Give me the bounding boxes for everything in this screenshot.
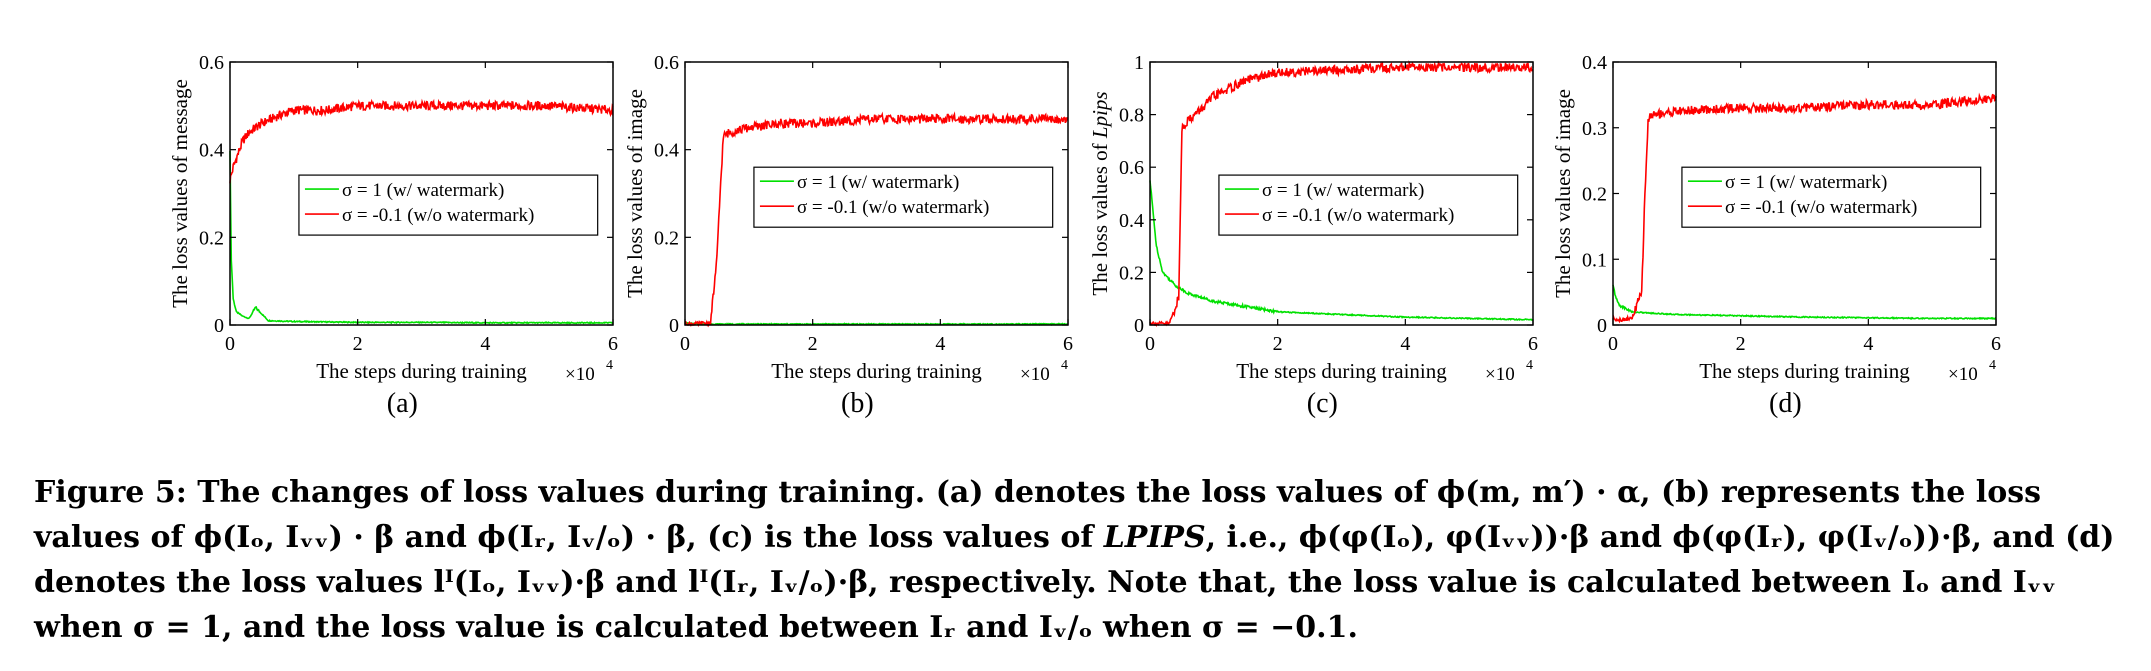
x-exponent-power: 4	[606, 358, 613, 373]
y-tick-label: 0.6	[1119, 157, 1144, 179]
x-tick-label: 2	[1736, 333, 1746, 355]
series-line-2	[684, 111, 1069, 328]
series-line-2	[1612, 92, 1997, 324]
legend-box	[298, 174, 599, 236]
plot-frame	[684, 61, 1069, 326]
figure-caption: Figure 5: The changes of loss values dur…	[34, 470, 2124, 650]
x-tick-label: 2	[353, 333, 363, 355]
y-axis-label-italic: Lpips	[1088, 91, 1112, 139]
legend-entry-1: σ = 1 (w/ watermark)	[797, 172, 959, 193]
x-axis-label: The steps during training	[771, 359, 982, 383]
x-tick-label: 0	[680, 333, 690, 355]
x-tick-label: 6	[1991, 333, 2001, 355]
x-exponent-label: ×10	[1020, 364, 1050, 385]
x-exponent-label: ×10	[1485, 364, 1515, 385]
y-tick-label: 0	[214, 315, 224, 337]
y-axis-label: The loss values of Lpips	[1088, 91, 1112, 295]
legend-entry-2: σ = -0.1 (w/o watermark)	[342, 205, 534, 226]
figure-charts: 0 0.2 0.4 0.6 0 2 4 6 The steps during training ×…	[168, 52, 2001, 419]
series-line-1	[684, 321, 1069, 326]
y-tick-label: 0.2	[1582, 184, 1607, 206]
x-tick-label: 6	[1063, 333, 1073, 355]
chart-panel-4: 0 0.1 0.2 0.3 0.4 0 2 4 6 The steps during traini…	[1551, 52, 2001, 419]
y-axis-label: The loss values of message	[168, 79, 192, 308]
x-tick-label: 2	[808, 333, 818, 355]
x-tick-label: 0	[1608, 333, 1618, 355]
x-exponent-power: 4	[1526, 358, 1533, 373]
series-line-1	[1612, 284, 1997, 321]
caption-line-5: value is calculated between Iᵣ and Iᵥ/ₒ …	[456, 610, 1358, 645]
x-axis-label: The steps during training	[316, 359, 527, 383]
y-tick-label: 1	[1134, 52, 1144, 74]
series-line-2	[1149, 59, 1534, 328]
caption-line-2: ϕ(Iₒ, Iᵥᵥ) · β and ϕ(Iᵣ, Iᵥ/ₒ) · β, (c) …	[193, 520, 1104, 555]
chart-panel-3: 0 0.2 0.4 0.6 0.8 1 0 2 4 6 The steps during train…	[1088, 52, 1538, 419]
legend-entry-2: σ = -0.1 (w/o watermark)	[1262, 205, 1454, 226]
y-tick-label: 0	[1134, 315, 1144, 337]
chart-panel-2: 0 0.2 0.4 0.6 0 2 4 6 The steps during training ×…	[623, 52, 1073, 419]
x-axis-label: The steps during training	[1699, 359, 1910, 383]
x-tick-label: 6	[608, 333, 618, 355]
x-exponent-label: ×10	[1948, 364, 1978, 385]
chart-panel-1: 0 0.2 0.4 0.6 0 2 4 6 The steps during training ×…	[168, 52, 618, 419]
x-exponent-power: 4	[1061, 358, 1068, 373]
y-tick-label: 0.4	[1119, 210, 1144, 232]
series-line-1	[1149, 180, 1533, 321]
x-tick-label: 4	[480, 333, 490, 355]
y-tick-label: 0.2	[1119, 262, 1144, 284]
y-tick-label: 0	[1597, 315, 1607, 337]
legend-entry-2: σ = -0.1 (w/o watermark)	[1725, 197, 1917, 218]
legend-entry-1: σ = 1 (w/ watermark)	[1725, 172, 1887, 193]
y-tick-label: 0.4	[199, 140, 224, 162]
plot-frame	[229, 61, 614, 326]
panel-label: (b)	[841, 388, 874, 419]
y-tick-label: 0.6	[654, 52, 679, 74]
panel-label: (d)	[1769, 388, 1802, 419]
caption-line-4: values lᴵ(Iₒ, Iᵥᵥ)·β and lᴵ(Iᵣ, Iᵥ/ₒ)·β,…	[34, 565, 2057, 645]
x-exponent-power: 4	[1989, 358, 1996, 373]
y-tick-label: 0.1	[1582, 249, 1607, 271]
legend-box	[1681, 166, 1982, 228]
y-axis-label: The loss values of image	[1551, 89, 1575, 298]
plot-frame	[1149, 61, 1534, 326]
legend-entry-1: σ = 1 (w/ watermark)	[342, 180, 504, 201]
x-tick-label: 6	[1528, 333, 1538, 355]
y-tick-label: 0.4	[1582, 52, 1607, 74]
x-tick-label: 0	[225, 333, 235, 355]
panel-label: (c)	[1307, 388, 1338, 419]
panel-label: (a)	[387, 388, 418, 419]
caption-lpips: LPIPS	[1103, 520, 1206, 555]
x-exponent-label: ×10	[565, 364, 595, 385]
y-tick-label: 0.2	[199, 227, 224, 249]
x-axis-label: The steps during training	[1236, 359, 1447, 383]
y-tick-label: 0	[669, 315, 679, 337]
series-line-2	[229, 98, 614, 184]
x-tick-label: 0	[1145, 333, 1155, 355]
caption-line-1: Figure 5: The changes of loss values dur…	[34, 475, 2041, 555]
legend-box	[1218, 174, 1519, 236]
y-tick-label: 0.8	[1119, 105, 1144, 127]
y-tick-label: 0.6	[199, 52, 224, 74]
x-tick-label: 4	[1863, 333, 1873, 355]
caption-line-3: , i.e., ϕ(φ(Iₒ), φ(Iᵥᵥ))·β and ϕ(φ(Iᵣ), …	[34, 520, 2115, 600]
legend-entry-1: σ = 1 (w/ watermark)	[1262, 180, 1424, 201]
x-tick-label: 4	[1400, 333, 1410, 355]
legend-box	[753, 166, 1054, 228]
legend-entry-2: σ = -0.1 (w/o watermark)	[797, 197, 989, 218]
y-tick-label: 0.3	[1582, 118, 1607, 140]
y-tick-label: 0.4	[654, 140, 679, 162]
series-line-1	[229, 150, 614, 325]
x-tick-label: 4	[935, 333, 945, 355]
x-tick-label: 2	[1273, 333, 1283, 355]
y-tick-label: 0.2	[654, 227, 679, 249]
y-axis-label: The loss values of image	[623, 89, 647, 298]
